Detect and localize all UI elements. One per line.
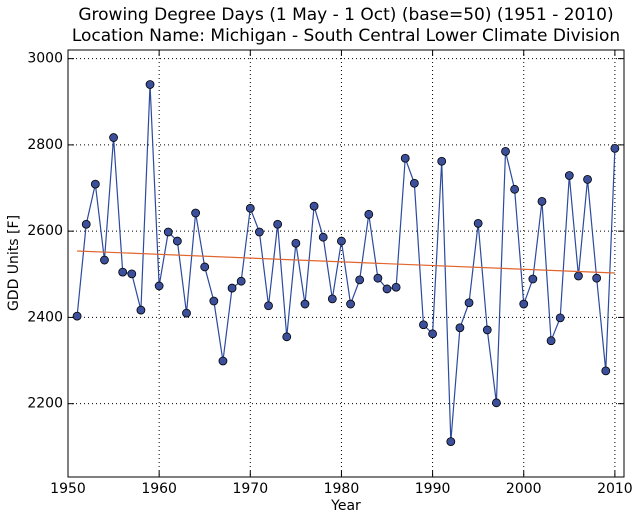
data-point xyxy=(81,219,91,229)
data-point xyxy=(72,311,82,321)
x-tick-label: 2010 xyxy=(597,481,633,497)
data-point xyxy=(464,298,474,308)
data-point xyxy=(455,323,465,333)
data-point xyxy=(163,227,173,237)
y-axis-label: GDD Units [F] xyxy=(6,215,22,311)
data-point xyxy=(428,329,437,339)
trend-line xyxy=(77,250,615,274)
data-point xyxy=(473,218,483,228)
data-point xyxy=(337,236,346,246)
data-point xyxy=(346,299,355,309)
data-point xyxy=(145,80,155,89)
y-tick-label: 2400 xyxy=(27,309,63,325)
data-point xyxy=(355,275,365,285)
data-point xyxy=(391,282,401,292)
data-point xyxy=(400,153,410,163)
data-point xyxy=(482,325,492,335)
data-point xyxy=(491,398,501,408)
data-point xyxy=(154,281,164,291)
data-point xyxy=(437,156,447,166)
x-tick-label: 1970 xyxy=(232,481,268,497)
data-point xyxy=(182,308,191,318)
data-point xyxy=(255,227,264,237)
x-tick-label: 1990 xyxy=(415,481,451,497)
data-point xyxy=(546,336,556,346)
data-point xyxy=(382,284,392,294)
y-tick-label: 3000 xyxy=(27,51,63,67)
data-point xyxy=(574,271,583,281)
y-tick-label: 2600 xyxy=(27,223,63,239)
x-tick-label: 2000 xyxy=(506,481,542,497)
data-point xyxy=(610,143,620,153)
data-point xyxy=(191,208,201,218)
x-axis-label: Year xyxy=(330,498,361,514)
data-point xyxy=(309,201,319,211)
data-point xyxy=(291,238,301,248)
data-point xyxy=(501,146,510,156)
data-point xyxy=(218,356,228,366)
plot-frame xyxy=(67,49,625,478)
data-point xyxy=(209,296,219,306)
chart-subtitle: Location Name: Michigan - South Central … xyxy=(72,26,620,46)
data-point xyxy=(127,269,137,279)
data-point xyxy=(227,283,237,293)
data-point xyxy=(90,179,100,189)
data-point xyxy=(245,203,255,213)
data-line xyxy=(76,84,616,442)
data-point xyxy=(300,299,310,309)
y-tick-label: 2200 xyxy=(27,396,63,412)
data-point xyxy=(282,332,292,342)
x-tick-label: 1960 xyxy=(141,481,177,497)
data-point xyxy=(373,273,383,283)
x-tick-label: 1980 xyxy=(324,481,360,497)
data-point xyxy=(555,313,565,323)
chart-title: Growing Degree Days (1 May - 1 Oct) (bas… xyxy=(78,5,613,25)
data-point xyxy=(200,262,210,272)
data-point xyxy=(564,171,574,180)
data-point xyxy=(510,184,520,194)
x-tick-label: 1950 xyxy=(50,481,86,497)
data-point xyxy=(601,366,611,376)
data-point xyxy=(136,305,146,315)
data-point xyxy=(409,178,419,188)
data-point xyxy=(537,196,547,206)
data-point xyxy=(583,174,592,184)
data-point xyxy=(446,437,456,447)
y-tick-label: 2800 xyxy=(27,137,63,153)
data-point xyxy=(528,274,538,284)
data-point xyxy=(327,294,337,304)
data-point xyxy=(118,267,128,277)
data-point xyxy=(419,320,428,330)
data-point xyxy=(273,219,283,229)
data-point xyxy=(236,276,246,286)
data-point xyxy=(109,133,118,142)
data-point xyxy=(364,209,374,219)
data-point xyxy=(172,236,182,246)
data-point xyxy=(592,273,602,283)
data-point xyxy=(318,232,328,242)
data-point xyxy=(519,299,529,309)
data-point xyxy=(100,255,109,265)
data-point xyxy=(264,301,273,311)
